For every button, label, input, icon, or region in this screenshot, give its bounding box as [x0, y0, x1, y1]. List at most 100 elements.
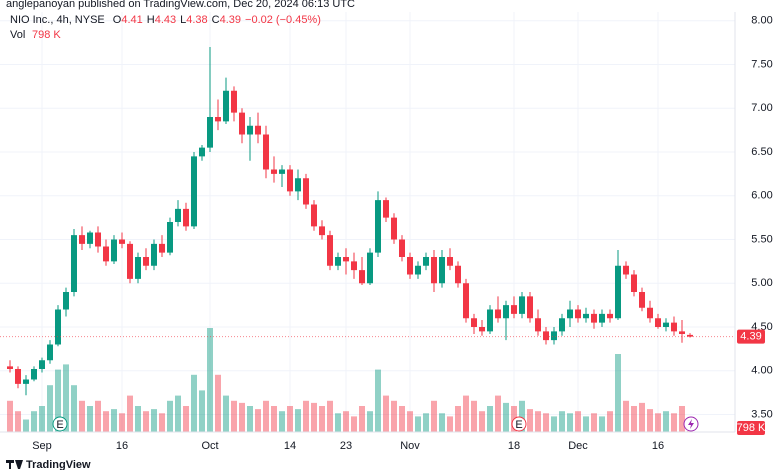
- volume-bar: [479, 411, 485, 432]
- earnings-marker[interactable]: E: [511, 416, 527, 432]
- volume-bar: [271, 406, 277, 432]
- volume-bar: [375, 369, 381, 432]
- logo: [6, 460, 23, 469]
- volume-bar: [503, 402, 509, 432]
- volume-bar: [487, 406, 493, 432]
- candle-body: [199, 147, 205, 157]
- candle-body: [223, 90, 229, 122]
- candle-body: [367, 252, 373, 284]
- volume-bar: [319, 406, 325, 432]
- candle-body: [431, 257, 437, 284]
- volume-bar: [199, 390, 205, 432]
- volume-bar: [407, 411, 413, 432]
- ohlc-value: 4.41: [121, 14, 142, 26]
- volume-bar: [111, 409, 117, 432]
- y-tick-label: 5.00: [751, 277, 772, 289]
- candle-body: [615, 265, 621, 319]
- volume-bar: [127, 395, 133, 432]
- candle-body: [151, 243, 157, 266]
- ohlc-value: 4.38: [186, 14, 207, 26]
- volume-bar: [583, 416, 589, 432]
- candle-body: [207, 117, 213, 148]
- candle-body: [263, 134, 269, 170]
- x-tick-label: 16: [652, 440, 664, 452]
- volume-bar: [63, 364, 69, 432]
- candle-body: [335, 257, 341, 266]
- volume-bar: [87, 406, 93, 432]
- volume-bar: [31, 411, 37, 432]
- candle-body: [447, 257, 453, 266]
- volume-bar: [303, 400, 309, 432]
- volume-bar: [439, 413, 445, 432]
- candle-body: [527, 296, 533, 319]
- y-tick-label: 8.00: [751, 15, 772, 27]
- volume-bar: [55, 369, 61, 432]
- volume-bar: [327, 400, 333, 432]
- candle-body: [455, 265, 461, 284]
- candle-body: [671, 322, 677, 332]
- candle-body: [327, 235, 333, 266]
- candle-body: [391, 217, 397, 240]
- candle-body: [543, 331, 549, 341]
- volume-bar: [399, 406, 405, 432]
- volume-bar: [415, 416, 421, 432]
- candle-body: [415, 265, 421, 275]
- volume-bar: [287, 406, 293, 432]
- volume-bar: [543, 413, 549, 432]
- candle-body: [511, 305, 517, 314]
- volume-bar: [311, 402, 317, 432]
- y-tick-label: 7.50: [751, 58, 772, 70]
- volume-bar: [239, 402, 245, 432]
- volume-bar: [23, 419, 29, 432]
- candle-body: [319, 226, 325, 236]
- volume-bar: [463, 395, 469, 432]
- candle-body: [423, 257, 429, 266]
- dividend-marker[interactable]: [683, 416, 699, 432]
- candle-body: [559, 318, 565, 332]
- candle-body: [519, 296, 525, 314]
- candle-body: [175, 208, 181, 222]
- volume-bar: [431, 400, 437, 432]
- brand: TradingView: [26, 459, 91, 470]
- candle-body: [191, 156, 197, 227]
- earnings-marker[interactable]: E: [52, 416, 68, 432]
- lightning: [688, 419, 694, 429]
- candle-body: [311, 204, 317, 227]
- candle-body: [351, 261, 357, 271]
- volume-bar: [47, 385, 53, 432]
- candle-body: [7, 366, 13, 369]
- candle-body: [119, 239, 125, 244]
- candle-body: [567, 309, 573, 319]
- volume-bar: [351, 416, 357, 432]
- candle-body: [343, 257, 349, 262]
- candle-body: [39, 360, 45, 369]
- volume-bar: [535, 411, 541, 432]
- volume-bar: [263, 400, 269, 432]
- candle-body: [95, 232, 101, 247]
- volume-bar: [527, 409, 533, 432]
- volume-bar: [495, 395, 501, 432]
- candles: [7, 47, 693, 396]
- ohlc-value: 4.39: [220, 14, 241, 26]
- symbol: NIO Inc., 4h, NYSE: [10, 14, 105, 26]
- volume-bar: [71, 385, 77, 432]
- candle-body: [599, 313, 605, 323]
- volume-bar: [159, 413, 165, 432]
- candle-body: [647, 307, 653, 319]
- earnings-text: E: [56, 419, 63, 431]
- volume-bar: [519, 400, 525, 432]
- candle-body: [231, 90, 237, 113]
- volume-value: 798 K: [32, 29, 61, 41]
- y-tick-label: 6.50: [751, 146, 772, 158]
- candle-body: [279, 169, 285, 174]
- candle-body: [23, 379, 29, 384]
- y-tick-label: 6.00: [751, 190, 772, 202]
- volume-bar: [95, 400, 101, 432]
- volume-bar: [143, 411, 149, 432]
- volume-bar: [119, 413, 125, 432]
- candle-body: [287, 169, 293, 192]
- volume-bar: [367, 411, 373, 432]
- candle-body: [55, 309, 61, 345]
- candle-body: [167, 222, 173, 253]
